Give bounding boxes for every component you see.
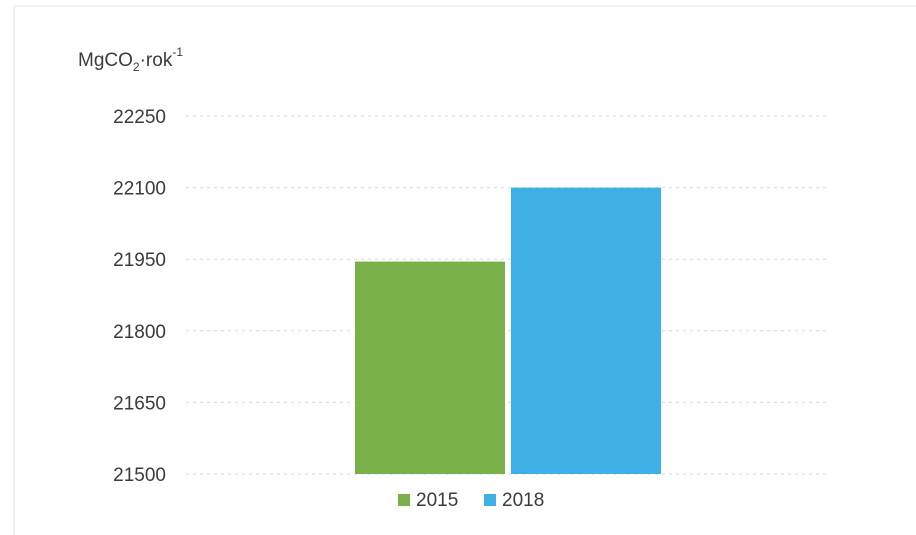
legend-swatch-2018 bbox=[484, 494, 496, 506]
y-axis-unit-main: MgCO bbox=[78, 50, 133, 71]
y-tick-label: 21950 bbox=[113, 250, 166, 271]
legend-swatch-2015 bbox=[398, 494, 410, 506]
y-axis-ticks: 21500 21650 21800 21950 22100 22250 bbox=[113, 107, 166, 486]
y-tick-label: 21650 bbox=[113, 393, 166, 414]
bar-2018 bbox=[511, 187, 661, 474]
legend-label-2015: 2015 bbox=[416, 490, 458, 511]
bars bbox=[355, 187, 661, 474]
y-axis-unit-subscript: 2 bbox=[133, 60, 140, 74]
y-axis-unit-middle: ·rok bbox=[140, 50, 173, 71]
gridlines bbox=[186, 115, 830, 475]
legend: 2015 2018 bbox=[398, 490, 544, 511]
y-axis-unit-superscript: -1 bbox=[172, 45, 183, 59]
y-tick-label: 22250 bbox=[113, 107, 166, 128]
legend-label-2018: 2018 bbox=[502, 490, 544, 511]
y-tick-label: 21500 bbox=[113, 465, 166, 486]
bar-2015 bbox=[355, 261, 505, 474]
y-tick-label: 22100 bbox=[113, 179, 166, 200]
y-axis-unit-label: MgCO2·rok-1 bbox=[78, 45, 183, 74]
y-tick-label: 21800 bbox=[113, 322, 166, 343]
